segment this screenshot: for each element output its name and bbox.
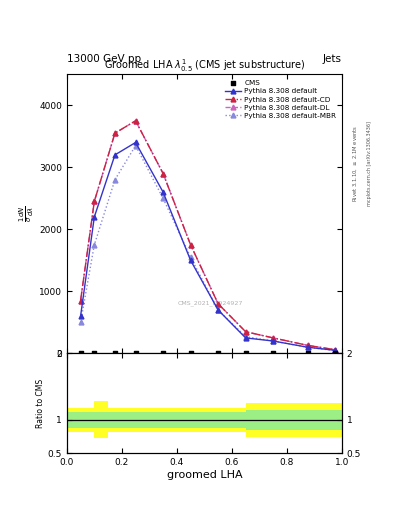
Pythia 8.308 default-DL — [333, 347, 338, 353]
Y-axis label: $\frac{1}{\sigma}\frac{dN}{d\lambda}$: $\frac{1}{\sigma}\frac{dN}{d\lambda}$ — [18, 205, 36, 222]
Pythia 8.308 default-CD — [92, 198, 97, 204]
Pythia 8.308 default-CD — [188, 242, 193, 248]
Pythia 8.308 default-CD — [133, 118, 138, 124]
CMS — [305, 349, 311, 357]
Text: mcplots.cern.ch [arXiv:1306.3436]: mcplots.cern.ch [arXiv:1306.3436] — [367, 121, 373, 206]
Pythia 8.308 default-DL — [188, 242, 193, 248]
Pythia 8.308 default — [78, 313, 83, 319]
Pythia 8.308 default-CD — [243, 329, 248, 335]
Pythia 8.308 default — [188, 258, 193, 264]
Pythia 8.308 default-DL — [271, 335, 275, 341]
CMS — [160, 349, 166, 357]
CMS — [242, 349, 249, 357]
Pythia 8.308 default-CD — [305, 343, 310, 349]
Pythia 8.308 default-DL — [92, 198, 97, 204]
Pythia 8.308 default-CD — [78, 297, 83, 304]
Line: Pythia 8.308 default: Pythia 8.308 default — [78, 140, 338, 353]
Pythia 8.308 default — [271, 338, 275, 344]
Pythia 8.308 default-DL — [243, 329, 248, 335]
Pythia 8.308 default-MBR — [92, 242, 97, 248]
Pythia 8.308 default-CD — [271, 335, 275, 341]
Pythia 8.308 default-CD — [161, 170, 165, 177]
Pythia 8.308 default-DL — [133, 118, 138, 124]
Pythia 8.308 default-DL — [216, 301, 220, 307]
Pythia 8.308 default-MBR — [188, 254, 193, 260]
CMS — [112, 349, 118, 357]
Pythia 8.308 default — [113, 152, 118, 158]
Line: Pythia 8.308 default-MBR: Pythia 8.308 default-MBR — [78, 143, 338, 353]
Text: Jets: Jets — [323, 54, 342, 64]
CMS — [332, 349, 338, 357]
Legend: CMS, Pythia 8.308 default, Pythia 8.308 default-CD, Pythia 8.308 default-DL, Pyt: CMS, Pythia 8.308 default, Pythia 8.308 … — [223, 78, 338, 121]
Pythia 8.308 default — [305, 344, 310, 350]
Line: Pythia 8.308 default-DL: Pythia 8.308 default-DL — [78, 118, 338, 352]
CMS — [270, 349, 276, 357]
Pythia 8.308 default-CD — [216, 301, 220, 307]
Text: CMS_2021_I1924927: CMS_2021_I1924927 — [177, 301, 242, 306]
CMS — [187, 349, 194, 357]
Pythia 8.308 default-DL — [161, 170, 165, 177]
Y-axis label: Ratio to CMS: Ratio to CMS — [36, 379, 45, 428]
CMS — [215, 349, 221, 357]
Text: 13000 GeV pp: 13000 GeV pp — [67, 54, 141, 64]
CMS — [132, 349, 139, 357]
Pythia 8.308 default — [161, 189, 165, 195]
Line: Pythia 8.308 default-CD: Pythia 8.308 default-CD — [78, 118, 338, 352]
Pythia 8.308 default-MBR — [243, 334, 248, 340]
Text: Rivet 3.1.10, $\geq$ 2.1M events: Rivet 3.1.10, $\geq$ 2.1M events — [352, 125, 359, 202]
Pythia 8.308 default — [243, 335, 248, 341]
Pythia 8.308 default — [92, 214, 97, 220]
Pythia 8.308 default-MBR — [133, 142, 138, 148]
Pythia 8.308 default-MBR — [333, 348, 338, 354]
Pythia 8.308 default-MBR — [216, 307, 220, 313]
Pythia 8.308 default-CD — [113, 130, 118, 136]
Pythia 8.308 default — [133, 139, 138, 145]
Pythia 8.308 default-MBR — [161, 195, 165, 201]
Pythia 8.308 default — [216, 307, 220, 313]
Pythia 8.308 default-MBR — [305, 344, 310, 350]
Pythia 8.308 default-MBR — [78, 319, 83, 326]
CMS — [91, 349, 97, 357]
Pythia 8.308 default-MBR — [113, 177, 118, 183]
Pythia 8.308 default-MBR — [271, 338, 275, 344]
Title: Groomed LHA $\lambda^{1}_{0.5}$ (CMS jet substructure): Groomed LHA $\lambda^{1}_{0.5}$ (CMS jet… — [104, 57, 305, 74]
Pythia 8.308 default-DL — [78, 297, 83, 304]
Pythia 8.308 default — [333, 347, 338, 353]
Pythia 8.308 default-DL — [113, 130, 118, 136]
Pythia 8.308 default-DL — [305, 343, 310, 349]
X-axis label: groomed LHA: groomed LHA — [167, 470, 242, 480]
Pythia 8.308 default-CD — [333, 347, 338, 353]
CMS — [77, 349, 84, 357]
